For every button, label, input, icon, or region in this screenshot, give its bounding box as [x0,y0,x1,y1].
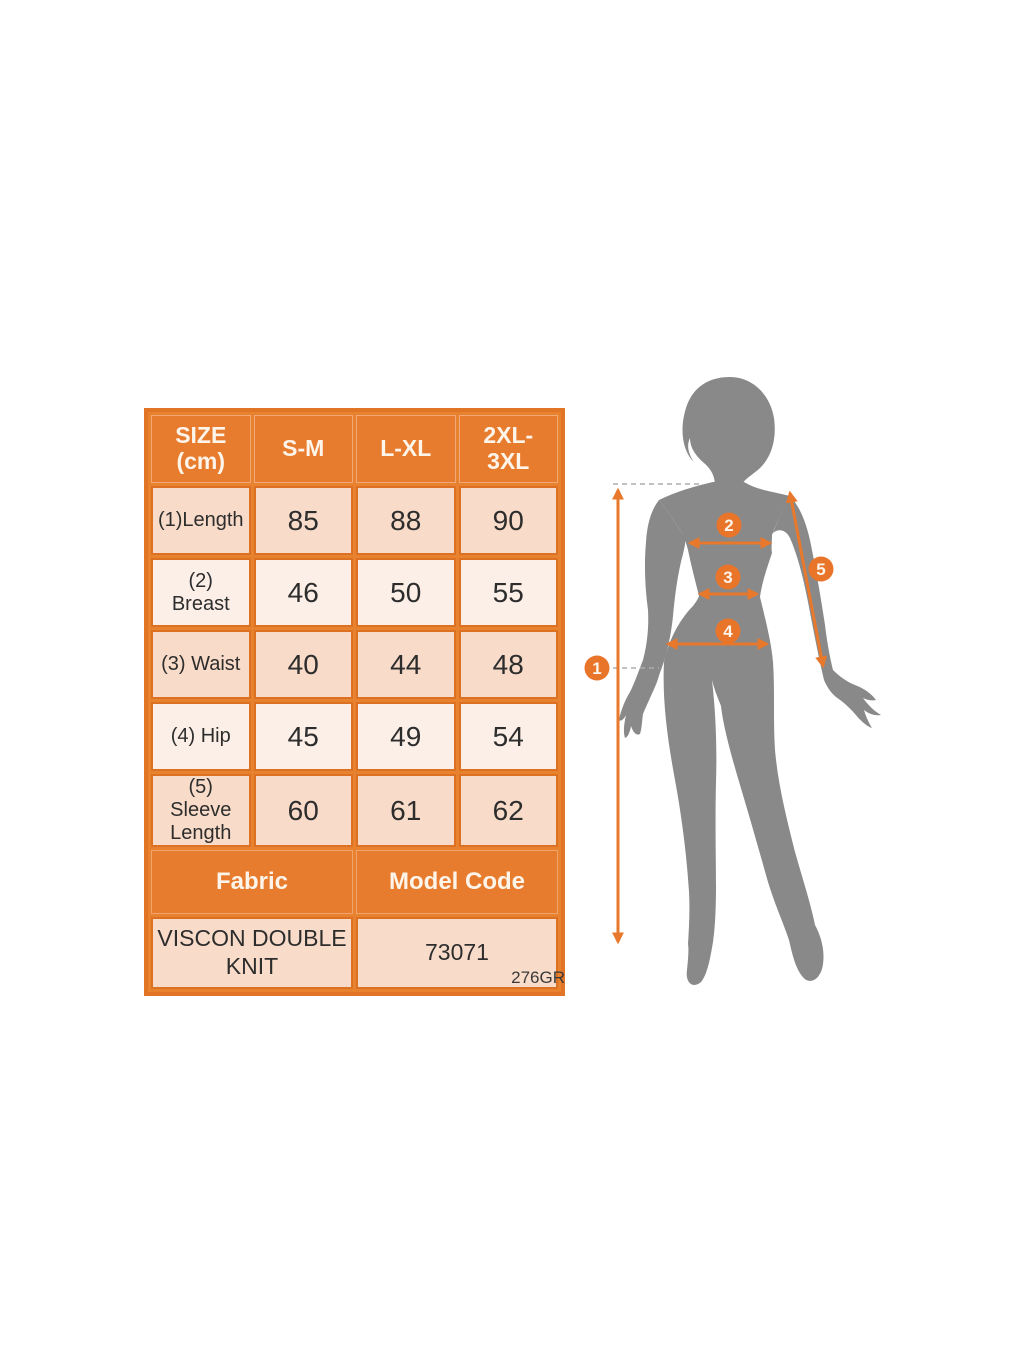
table-row-waist: (3) Waist 40 44 48 [151,630,558,699]
marker-2: 2 [716,512,742,538]
value-cell: 60 [253,774,353,847]
marker-3-circle [715,564,741,590]
row-label: (4) Hip [151,702,251,771]
info-value-row: VISCON DOUBLE KNIT 73071 [151,917,558,989]
header-size-cm: SIZE (cm) [151,415,251,483]
row-label: (5) Sleeve Length [151,774,251,847]
table-row-sleeve: (5) Sleeve Length 60 61 62 [151,774,558,847]
marker-4-circle [715,618,741,644]
header-size-2xl3xl: 2XL-3XL [458,415,558,483]
size-table: SIZE (cm) S-M L-XL 2XL-3XL (1)Length 85 … [144,408,565,996]
marker-5: 5 [808,556,834,582]
value-cell: 50 [356,558,456,627]
value-cell: 48 [458,630,558,699]
row-label: (2) Breast [151,558,251,627]
value-cell: 46 [253,558,353,627]
table-row-breast: (2) Breast 46 50 55 [151,558,558,627]
marker-1-number: 1 [592,659,601,678]
marker-2-number: 2 [724,516,733,535]
silhouette-body [659,480,824,985]
sleeve-arrow [785,490,828,669]
marker-2-circle [716,512,742,538]
value-cell: 55 [458,558,558,627]
header-size-sm: S-M [253,415,353,483]
silhouette-right-arm [773,496,881,728]
row-label: (1)Length [151,486,251,555]
value-cell: 49 [356,702,456,771]
model-code-header: Model Code [356,850,558,914]
model-code-value: 73071 [356,917,558,989]
fabric-value: VISCON DOUBLE KNIT [151,917,353,989]
marker-5-circle [808,556,834,582]
fabric-header: Fabric [151,850,353,914]
value-cell: 45 [253,702,353,771]
marker-4: 4 [715,618,741,644]
measurement-figure: 1 2 3 4 5 [584,377,881,985]
value-cell: 54 [458,702,558,771]
table-row-hip: (4) Hip 45 49 54 [151,702,558,771]
row-label: (3) Waist [151,630,251,699]
marker-3-number: 3 [723,568,732,587]
marker-4-number: 4 [723,622,733,641]
marker-1: 1 [584,655,610,681]
value-cell: 85 [253,486,353,555]
value-cell: 62 [458,774,558,847]
marker-5-number: 5 [816,560,825,579]
info-header-row: Fabric Model Code [151,850,558,914]
table-row-length: (1)Length 85 88 90 [151,486,558,555]
silhouette-head [682,377,775,486]
weight-note: 276GR [511,968,565,987]
marker-1-circle [584,655,610,681]
marker-3: 3 [715,564,741,590]
value-cell: 61 [356,774,456,847]
silhouette-left-arm [619,500,686,738]
header-size-lxl: L-XL [356,415,456,483]
size-header-row: SIZE (cm) S-M L-XL 2XL-3XL [151,415,558,483]
value-cell: 88 [356,486,456,555]
value-cell: 90 [458,486,558,555]
value-cell: 44 [356,630,456,699]
value-cell: 40 [253,630,353,699]
